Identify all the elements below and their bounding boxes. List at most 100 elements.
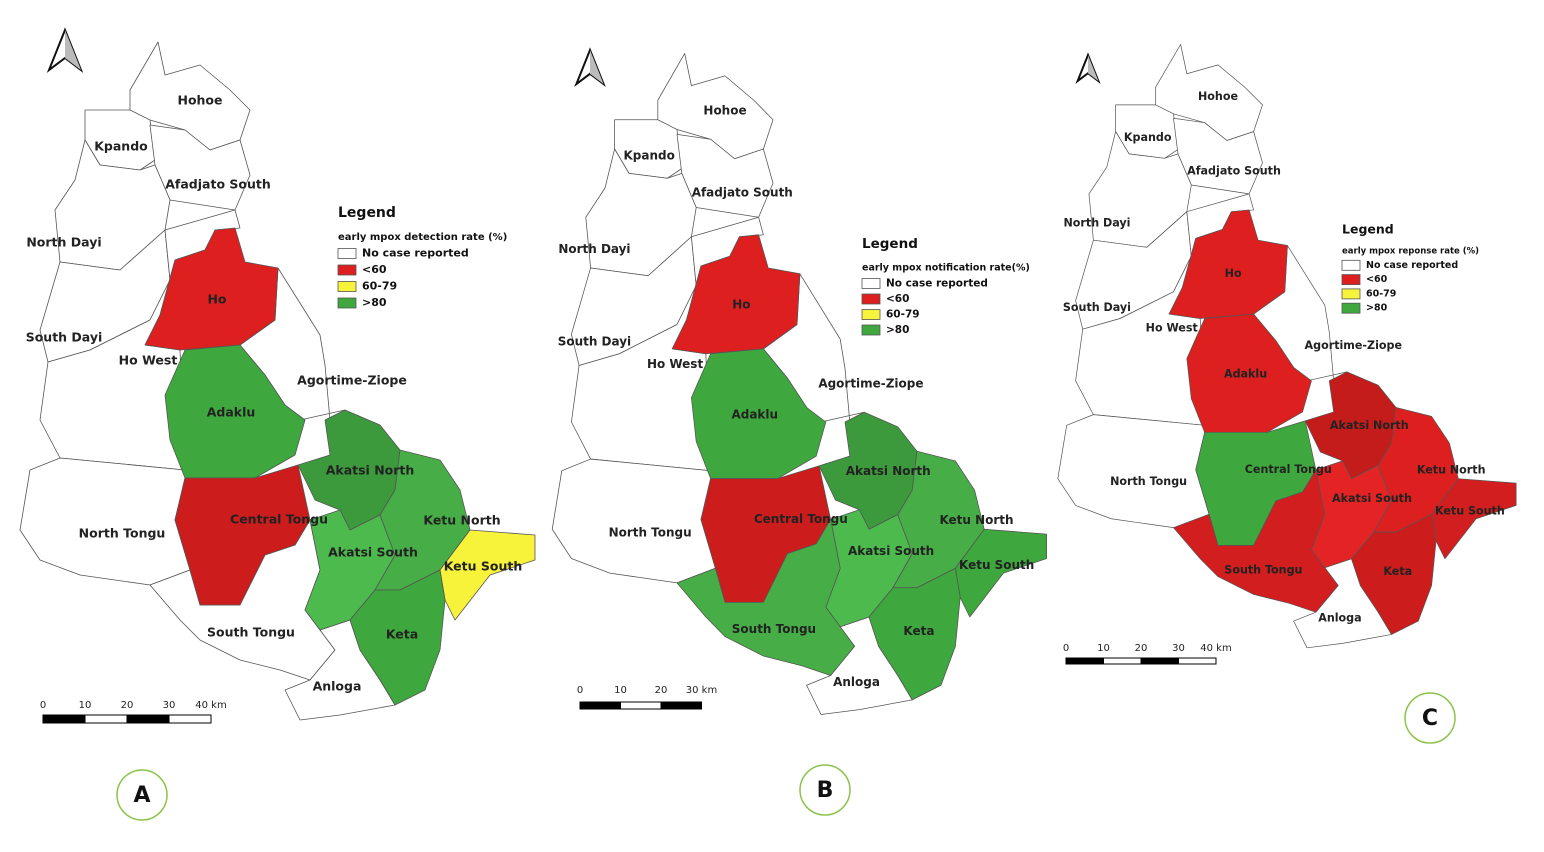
district-label: North Tongu xyxy=(1110,475,1187,488)
scale-segment xyxy=(126,714,170,724)
district-label: Adaklu xyxy=(207,405,256,420)
district xyxy=(174,464,311,606)
district-label: Ho xyxy=(207,292,226,307)
scale-segment xyxy=(84,714,128,724)
legend-subtitle: early mpox detection rate (%) xyxy=(338,232,507,243)
legend-label: <60 xyxy=(362,263,387,276)
district-label: Ketu North xyxy=(423,513,500,528)
scale-segment xyxy=(1065,657,1104,665)
legend-label: <60 xyxy=(886,293,909,305)
district-label: Ketu South xyxy=(1435,505,1505,518)
district-label: Akatsi North xyxy=(1330,419,1409,432)
district-label: North Dayi xyxy=(26,235,101,250)
district-label: Ketu South xyxy=(444,559,523,574)
legend-swatch xyxy=(861,278,881,289)
map-panel: Hohoe Kpando Afadjato South North Dayi South… xyxy=(551,53,1047,715)
district xyxy=(439,529,536,621)
legend-swatch xyxy=(337,281,357,292)
district-label: South Dayi xyxy=(1063,301,1131,314)
legend-label: No case reported xyxy=(1366,260,1458,271)
district-label: Adaklu xyxy=(1224,368,1267,381)
district-label: Kpando xyxy=(94,139,148,154)
legend-swatch xyxy=(861,309,881,320)
district xyxy=(676,519,855,676)
panel-label: B xyxy=(817,778,834,803)
district xyxy=(691,348,827,479)
map-panel: Hohoe Kpando Afadjato South North Dayi South… xyxy=(19,41,536,721)
district-label: Central Tongu xyxy=(230,512,328,527)
north-arrow-shade xyxy=(1088,55,1099,81)
district-label: Afadjato South xyxy=(692,185,793,199)
scale-label: 0 xyxy=(577,685,583,696)
district xyxy=(19,457,191,586)
scale-segment xyxy=(620,701,662,710)
scale-label: 40 km xyxy=(1200,643,1231,654)
scale-label: 0 xyxy=(1063,643,1069,654)
panel-badge xyxy=(116,769,168,821)
legend-subtitle: early mpox notification rate(%) xyxy=(862,263,1030,274)
district xyxy=(1431,478,1517,560)
scale-label: 30 xyxy=(1172,643,1185,654)
district-label: South Tongu xyxy=(732,622,816,636)
district-label: South Tongu xyxy=(1224,563,1302,576)
district-label: North Tongu xyxy=(609,526,692,540)
district-label: Ketu South xyxy=(959,558,1034,572)
legend-label: >80 xyxy=(1366,303,1388,314)
scale-segment xyxy=(579,701,621,710)
scale-label: 0 xyxy=(40,700,46,711)
district-label: South Dayi xyxy=(26,330,103,345)
district-label: Central Tongu xyxy=(1245,463,1332,476)
district-label: Keta xyxy=(1383,565,1412,578)
legend-swatch xyxy=(861,293,881,305)
scale-label: 30 km xyxy=(686,685,717,696)
district-label: Ketu North xyxy=(939,513,1013,527)
district-label: Akatsi South xyxy=(848,544,934,558)
scale-segment xyxy=(1103,657,1142,665)
district xyxy=(1173,469,1339,613)
district-label: Ketu North xyxy=(1417,464,1486,477)
district xyxy=(144,227,279,351)
district xyxy=(868,567,961,701)
district-label: Agortime-Ziope xyxy=(297,373,407,388)
district-label: Keta xyxy=(903,624,934,638)
north-arrow-shade xyxy=(590,50,604,84)
district-label: Kpando xyxy=(624,148,675,162)
scale-segment xyxy=(660,701,702,710)
district-label: Keta xyxy=(386,627,418,642)
district-label: South Tongu xyxy=(207,625,295,640)
district-label: Anloga xyxy=(1318,611,1361,624)
scale-segment xyxy=(42,714,86,724)
district-label: Ho West xyxy=(647,357,703,371)
district xyxy=(1186,313,1312,433)
legend-swatch xyxy=(1341,288,1361,300)
scale-label: 10 xyxy=(79,700,92,711)
district xyxy=(349,569,446,706)
district-label: South Dayi xyxy=(558,334,631,348)
north-arrow-shade xyxy=(65,30,81,70)
district-label: Anloga xyxy=(313,679,362,694)
district xyxy=(955,528,1047,618)
scale-segment xyxy=(168,714,212,724)
district-label: Adaklu xyxy=(731,408,778,422)
legend-label: 60-79 xyxy=(362,280,397,293)
district-label: Anloga xyxy=(833,675,880,689)
district-label: Afadjato South xyxy=(1187,165,1281,178)
district xyxy=(551,458,716,584)
district-label: Hohoe xyxy=(1198,90,1238,103)
scale-segment xyxy=(1178,657,1217,665)
district xyxy=(164,344,306,479)
district xyxy=(1351,513,1437,635)
district-label: Akatsi North xyxy=(326,463,415,478)
panel-label: C xyxy=(1422,706,1438,731)
legend-label: <60 xyxy=(1366,274,1388,285)
scale-label: 10 xyxy=(1097,643,1110,654)
legend-title: Legend xyxy=(338,205,396,221)
district-label: Hohoe xyxy=(177,93,222,108)
district xyxy=(1057,414,1210,529)
district-label: Ho xyxy=(1225,267,1242,280)
panel-label: A xyxy=(133,783,150,808)
scale-segment xyxy=(1140,657,1179,665)
legend-swatch xyxy=(1341,302,1361,314)
legend-title: Legend xyxy=(1342,222,1394,237)
